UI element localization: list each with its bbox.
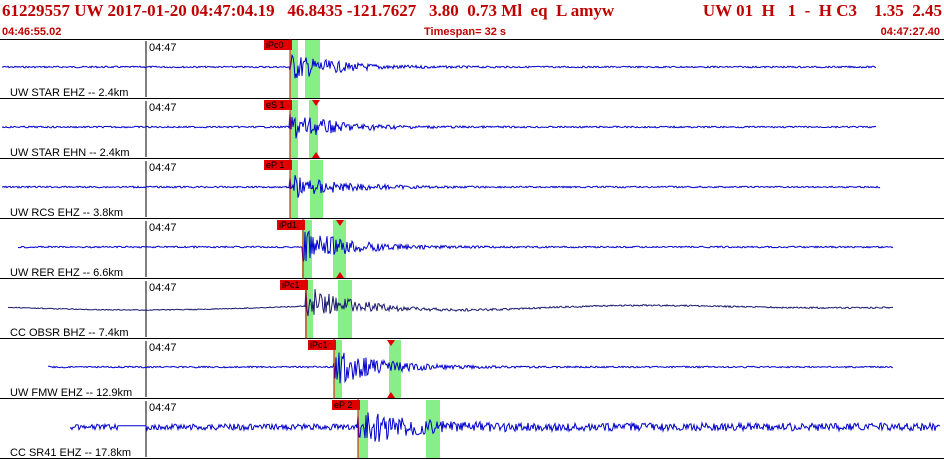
trace-row[interactable]: 04:47 iPc0 UW STAR EHZ -- 2.4km [0,39,944,99]
pick-triangle [336,272,344,278]
channel-label: UW STAR EHZ -- 2.4km [10,87,128,99]
trace-row[interactable]: 04:47 iPc1 UW FMW EHZ -- 12.9km [0,339,944,399]
time-tick-label: 04:47 [149,102,177,114]
time-tick-label: 04:47 [149,222,177,234]
time-tick-label: 04:47 [149,402,177,414]
pick-triangle [336,220,344,226]
pick-window [305,40,320,98]
waveform [69,412,941,442]
pick-window [302,220,312,278]
waveform [17,230,894,263]
time-tick-label: 04:47 [149,342,177,354]
start-time: 04:46:55.02 [2,26,62,38]
pick-window [426,400,440,458]
pick-window [358,400,368,458]
pick-label: eP 2 [334,400,352,410]
time-tick-label: 04:47 [149,162,177,174]
pick-marker[interactable] [280,280,308,290]
pick-window [338,280,352,338]
pick-window [290,100,298,158]
pick-label: eS 1 [266,100,285,110]
pick-marker[interactable] [332,400,360,410]
pick-marker[interactable] [308,340,336,350]
trace-row[interactable]: 04:47 iPc1 CC OBSR BHZ -- 7.4km [0,279,944,339]
waveform [1,53,876,79]
end-time: 04:47:27.40 [880,26,940,38]
pick-triangle [387,392,395,398]
pick-marker[interactable] [264,40,292,50]
channel-label: UW RCS EHZ -- 3.8km [10,207,123,219]
pick-triangle [312,152,320,158]
waveform [1,112,877,139]
trace-row[interactable]: 04:47 eP 1 UW RCS EHZ -- 3.8km [0,159,944,219]
trace-row[interactable]: 04:47 eS 1 UW STAR EHN -- 2.4km [0,99,944,159]
pick-label: iPc0 [266,40,284,50]
timespan-label: Timespan= 32 s [424,26,507,38]
pick-label: iPd1 [279,220,297,230]
pick-marker[interactable] [277,220,305,230]
time-tick-label: 04:47 [149,282,177,294]
waveform [48,352,894,384]
pick-label: iPc1 [310,340,328,350]
waveform [1,175,881,198]
channel-label: CC OBSR BHZ -- 7.4km [10,327,129,339]
channel-label: UW FMW EHZ -- 12.9km [10,387,132,399]
pick-triangle [312,100,320,106]
channel-label: UW RER EHZ -- 6.6km [10,267,123,279]
seismogram-panel[interactable]: 04:47 iPc0 UW STAR EHZ -- 2.4km 04:47 eS 1 UW… [0,39,944,460]
pick-triangle [387,340,395,346]
waveform [7,287,894,317]
pick-window [309,100,318,158]
trace-row[interactable]: 04:47 eP 2 CC SR41 EHZ -- 17.8km [0,399,944,459]
pick-marker[interactable] [264,100,292,110]
event-codes: UW 01 H 1 - H C3 1.35 2.45 [702,1,942,20]
event-title: 61229557 UW 2017-01-20 04:47:04.19 46.84… [2,1,615,20]
pick-window [333,220,346,278]
pick-label: eP 1 [266,160,284,170]
event-header: 61229557 UW 2017-01-20 04:47:04.19 46.84… [0,0,944,40]
pick-marker[interactable] [264,160,292,170]
channel-label: CC SR41 EHZ -- 17.8km [10,447,131,459]
channel-label: UW STAR EHN -- 2.4km [10,147,130,159]
pick-label: iPc1 [282,280,300,290]
trace-row[interactable]: 04:47 iPd1 UW RER EHZ -- 6.6km [0,219,944,279]
time-tick-label: 04:47 [149,42,177,54]
